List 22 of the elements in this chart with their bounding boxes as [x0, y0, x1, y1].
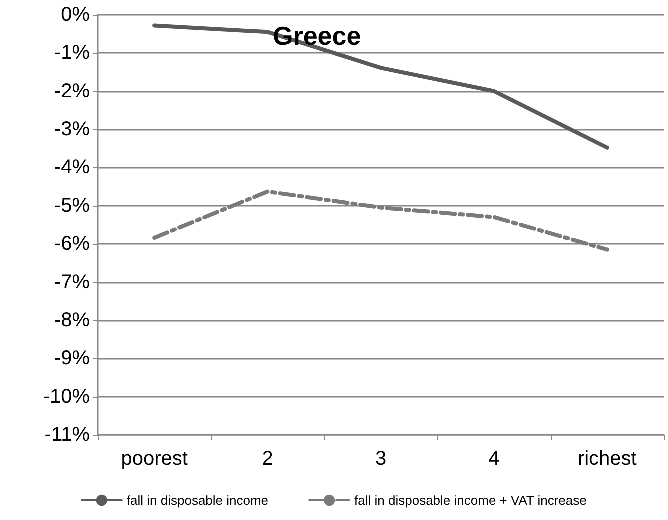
chart-title: Greece [273, 21, 362, 51]
y-tick-label: -5% [54, 194, 90, 217]
y-tick-label: -9% [54, 348, 90, 370]
legend-label: fall in disposable income [126, 493, 269, 508]
line-series [152, 24, 610, 150]
line-series [152, 190, 610, 252]
x-tick-label: richest [578, 448, 638, 470]
y-tick-label: -1% [54, 42, 90, 64]
y-tick-label: 0% [61, 4, 90, 26]
x-tick-label: 3 [375, 448, 387, 470]
y-tick-label: -3% [54, 118, 90, 141]
x-tick-label: poorest [121, 448, 188, 470]
y-tick-label: -7% [54, 271, 90, 294]
y-tick-label: -11% [44, 424, 90, 446]
y-tick-label: -10% [43, 386, 90, 408]
y-tick-label: -4% [54, 156, 90, 179]
legend-label: fall in disposable income + VAT increase [354, 493, 587, 508]
y-tick-label: -8% [54, 309, 90, 332]
y-tick-label: -6% [54, 233, 90, 256]
x-tick-label: 2 [262, 448, 274, 470]
y-tick-label: -2% [54, 80, 90, 102]
x-tick-label: 4 [488, 448, 500, 470]
